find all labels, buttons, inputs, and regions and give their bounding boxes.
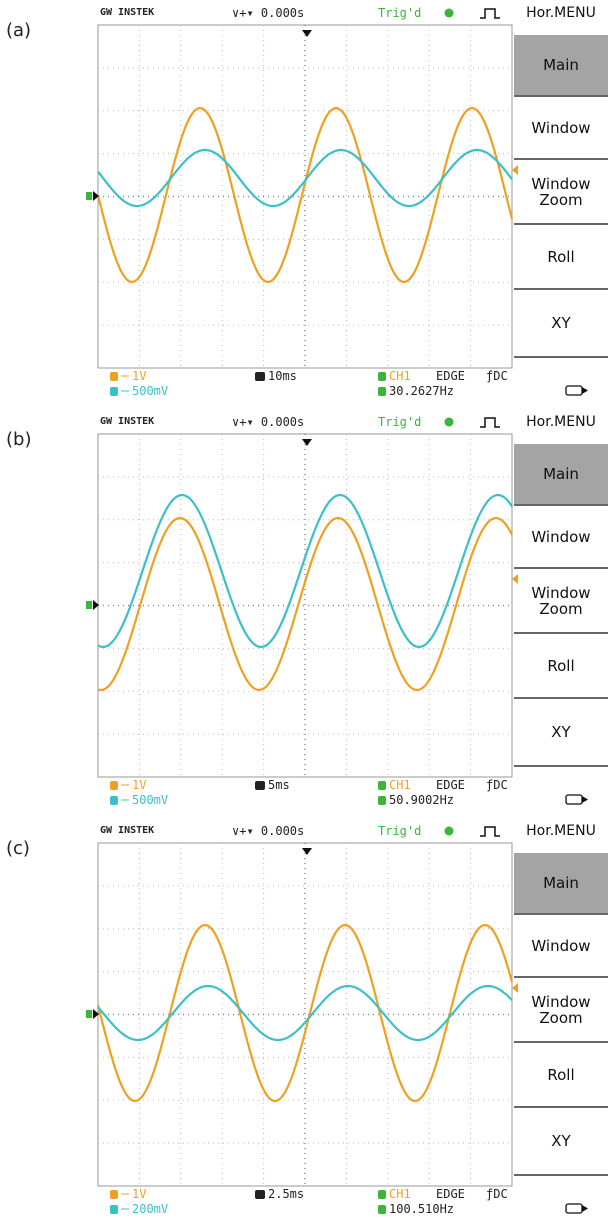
trigger-source: CH1 (389, 1187, 411, 1201)
menu-button[interactable]: Roll (514, 1043, 608, 1108)
time-offset: ∨+▾ 0.000s (232, 824, 304, 838)
trigger-type: EDGE (436, 778, 465, 792)
trigger-type: EDGE (436, 369, 465, 383)
trigger-type: EDGE (436, 1187, 465, 1201)
pulse-icon (480, 9, 500, 18)
ch2-ground-icon (86, 1010, 92, 1018)
menu-button[interactable]: Main (514, 444, 608, 506)
ch1-icon (110, 372, 118, 381)
frequency: 50.9002Hz (389, 793, 454, 807)
usb-icon (566, 386, 582, 395)
timebase-icon (255, 372, 265, 381)
trigger-source: CH1 (389, 778, 411, 792)
ch1-scale: 1V (132, 778, 146, 792)
figure: (a)GW INSTEK∨+▾ 0.000sTrig'dHor.MENUMain… (0, 0, 608, 1228)
menu-button[interactable]: XY (514, 699, 608, 767)
ch2-ground-icon (86, 601, 92, 609)
pulse-icon (480, 827, 500, 836)
ch1-scale: 1V (132, 1187, 146, 1201)
menu-title: Hor.MENU (514, 414, 608, 430)
usb-icon (566, 795, 582, 804)
timebase-icon (255, 1190, 265, 1199)
menu-button[interactable]: Window (514, 915, 608, 978)
brand: GW INSTEK (100, 7, 154, 18)
brand: GW INSTEK (100, 416, 154, 427)
time-offset: ∨+▾ 0.000s (232, 6, 304, 20)
pulse-icon (480, 418, 500, 427)
menu-button[interactable]: Window Zoom (514, 978, 608, 1043)
ch2-icon (110, 387, 118, 396)
ch2-scale: 500mV (132, 793, 168, 807)
usb-icon-tip (582, 796, 588, 803)
coupling: ƒDC (486, 778, 508, 792)
menu-button[interactable]: Roll (514, 634, 608, 699)
trigger-dot (445, 827, 454, 836)
menu-title: Hor.MENU (514, 823, 608, 839)
ch2-icon (110, 1205, 118, 1214)
screen-bg (98, 434, 512, 777)
timebase: 10ms (268, 369, 297, 383)
ch1-icon (110, 1190, 118, 1199)
trigger-status: Trig'd (378, 415, 421, 429)
menu-button[interactable]: Window Zoom (514, 160, 608, 225)
menu-button[interactable]: XY (514, 290, 608, 358)
timebase: 2.5ms (268, 1187, 304, 1201)
ch2-icon (110, 796, 118, 805)
trigger-src-icon (378, 372, 386, 381)
screen-bg (98, 25, 512, 368)
usb-icon-tip (582, 1205, 588, 1212)
ch2-scale: 500mV (132, 384, 168, 398)
coupling: ƒDC (486, 369, 508, 383)
freq-icon (378, 796, 386, 805)
frequency: 100.510Hz (389, 1202, 454, 1216)
trigger-status: Trig'd (378, 6, 421, 20)
freq-icon (378, 387, 386, 396)
freq-icon (378, 1205, 386, 1214)
trigger-source: CH1 (389, 369, 411, 383)
usb-icon (566, 1204, 582, 1213)
ch2-scale: 200mV (132, 1202, 168, 1216)
coupling: ƒDC (486, 1187, 508, 1201)
menu-title: Hor.MENU (514, 5, 608, 21)
menu-button[interactable]: Window (514, 506, 608, 569)
menu-button[interactable]: Main (514, 35, 608, 97)
trigger-src-icon (378, 781, 386, 790)
menu-button[interactable]: Roll (514, 225, 608, 290)
time-offset: ∨+▾ 0.000s (232, 415, 304, 429)
menu-button[interactable]: XY (514, 1108, 608, 1176)
ch1-icon (110, 781, 118, 790)
usb-icon-tip (582, 387, 588, 394)
timebase-icon (255, 781, 265, 790)
trigger-dot (445, 418, 454, 427)
trigger-src-icon (378, 1190, 386, 1199)
menu-button[interactable]: Main (514, 853, 608, 915)
menu-button[interactable]: Window (514, 97, 608, 160)
frequency: 30.2627Hz (389, 384, 454, 398)
ch1-scale: 1V (132, 369, 146, 383)
trigger-dot (445, 9, 454, 18)
timebase: 5ms (268, 778, 290, 792)
trigger-status: Trig'd (378, 824, 421, 838)
brand: GW INSTEK (100, 825, 154, 836)
ch2-ground-icon (86, 192, 92, 200)
menu-button[interactable]: Window Zoom (514, 569, 608, 634)
